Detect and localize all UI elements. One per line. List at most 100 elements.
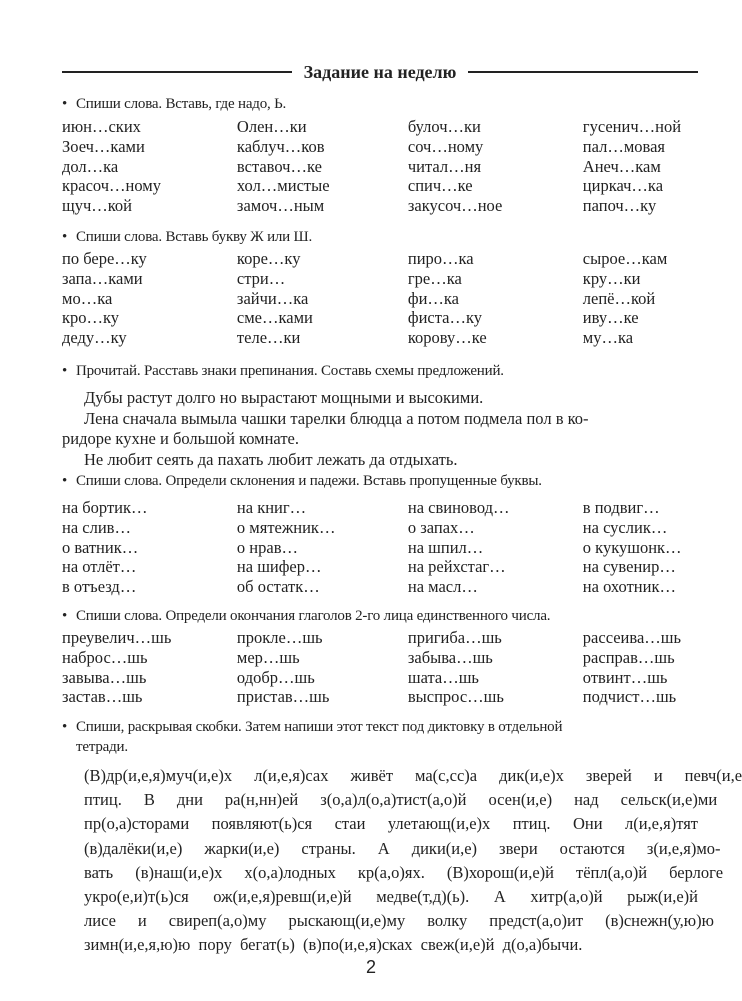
bullet-icon: •: [62, 473, 68, 489]
section-header: Задание на неделю: [62, 60, 698, 84]
word: закусоч…ное: [407, 196, 503, 216]
word: Анеч…кам: [582, 156, 661, 176]
word: подчист…шь: [582, 687, 677, 707]
word: на масл…: [407, 577, 478, 597]
task-1-instruction: • Спиши слова. Вставь, где надо, Ь.: [62, 94, 702, 114]
word: фи…ка: [407, 288, 459, 308]
word-row: застав…шь пристав…шь выспрос…шь подчист…шь: [62, 687, 712, 707]
word: дол…ка: [62, 156, 119, 176]
word: папоч…ку: [582, 196, 657, 216]
paragraph-continuation: ридоре кухне и большой комнате.: [62, 429, 299, 449]
instruction-text: Спиши слова. Определи окончания глаголов…: [76, 608, 551, 624]
word: пригиба…шь: [407, 628, 502, 647]
task-6-text: (В)др(и,е,я)муч(и,е)х л(и,е,я)сах живёт ма(…: [62, 764, 742, 958]
word-row: дол…ка вставоч…ке читал…ня Анеч…кам: [62, 157, 712, 177]
word: одобр…шь: [236, 667, 315, 687]
word: о нрав…: [236, 537, 298, 557]
bullet-icon: •: [62, 719, 68, 735]
word: в подвиг…: [582, 498, 660, 517]
header-rule-left: [62, 71, 292, 73]
word: пристав…шь: [236, 687, 330, 707]
task-6-instruction: • Спиши, раскрывая скобки. Затем напиши э…: [62, 717, 702, 757]
text-line: зимн(и,е,я,ю)ю пору бегат(ь) (в)по(и,е,я…: [84, 935, 583, 955]
word: на сувенир…: [582, 557, 676, 577]
header-rule-right: [468, 71, 698, 73]
word: мер…шь: [236, 647, 300, 667]
word: сырое…кам: [582, 249, 668, 268]
text-line: лисе и свиреп(а,о)му рыскающ(и,е)му волку пре…: [84, 911, 714, 931]
paragraph: Не любит сеять да пахать любит лежать да…: [84, 450, 458, 470]
word: на охотник…: [582, 577, 676, 597]
word: Зоеч…ками: [62, 136, 145, 156]
task-4-words: на бортик… на книг… на свиновод… в подвиг… н…: [62, 498, 712, 597]
word: преувелич…шь: [62, 628, 172, 647]
word: выспрос…шь: [407, 687, 504, 707]
word: на отлёт…: [62, 557, 137, 577]
page-title: Задание на неделю: [303, 61, 457, 82]
word-row: кро…ку сме…ками фиста…ку иву…ке: [62, 308, 712, 328]
word: о ватник…: [62, 537, 139, 557]
word: соч…ному: [407, 136, 484, 156]
word: пал…мовая: [582, 136, 666, 156]
word: замоч…ным: [236, 196, 325, 216]
word: иву…ке: [582, 308, 639, 328]
word-row: щуч…кой замоч…ным закусоч…ное папоч…ку: [62, 196, 712, 216]
bullet-icon: •: [62, 229, 68, 245]
word: сме…ками: [236, 308, 313, 328]
word: наброс…шь: [62, 647, 148, 667]
word: булоч…ки: [407, 117, 481, 136]
word-row: мо…ка зайчи…ка фи…ка лепё…кой: [62, 289, 712, 309]
text-line: (В)др(и,е,я)муч(и,е)х л(и,е,я)сах живёт ма(…: [84, 766, 742, 785]
word: по бере…ку: [62, 249, 147, 268]
instruction-text: Спиши слова. Определи склонения и падежи…: [76, 473, 542, 489]
word: коре…ку: [236, 249, 301, 268]
word: застав…шь: [62, 687, 143, 707]
word: шата…шь: [407, 667, 479, 687]
text-line: укро(е,и)т(ь)ся ож(и,е,я)ревш(и,е)й медве(…: [84, 886, 698, 906]
word: каблуч…ков: [236, 136, 325, 156]
task-5-instruction: • Спиши слова. Определи окончания глаголо…: [62, 606, 702, 626]
bullet-icon: •: [62, 608, 68, 624]
text-line: вать (в)наш(и,е)х х(о,а)лодных кр(а,о)ях. (В…: [84, 862, 724, 882]
word: о мятежник…: [236, 517, 336, 537]
word: фиста…ку: [407, 308, 482, 328]
word: прокле…шь: [236, 628, 323, 647]
word: хол…мистые: [236, 176, 330, 196]
word: завыва…шь: [62, 667, 147, 687]
word-row: на отлёт… на шифер… на рейхстаг… на сувенир…: [62, 557, 712, 577]
word: на шпил…: [407, 537, 484, 557]
word: спич…ке: [407, 176, 473, 196]
instruction-text: тетради.: [76, 739, 128, 755]
word-row: преувелич…шь прокле…шь пригиба…шь рассеива……: [62, 628, 712, 648]
instruction-text: Прочитай. Расставь знаки препинания. Сос…: [76, 363, 504, 379]
word: Олен…ки: [236, 117, 307, 136]
word: на книг…: [236, 498, 307, 517]
word: вставоч…ке: [236, 156, 322, 176]
word-row: деду…ку теле…ки корову…ке му…ка: [62, 328, 712, 348]
word: пиро…ка: [407, 249, 474, 268]
word: расправ…шь: [582, 647, 675, 667]
word: стри…: [236, 268, 286, 288]
word: на рейхстаг…: [407, 557, 506, 577]
word-row: на слив… о мятежник… о запах… на суслик…: [62, 518, 712, 538]
word: на шифер…: [236, 557, 322, 577]
word: об остатк…: [236, 577, 320, 597]
word: гусенич…ной: [582, 117, 682, 136]
task-3-instruction: • Прочитай. Расставь знаки препинания. Со…: [62, 361, 702, 381]
task-1-words: июн…ских Олен…ки булоч…ки гусенич…ной Зоеч…к…: [62, 117, 712, 216]
word-row: наброс…шь мер…шь забыва…шь расправ…шь: [62, 648, 712, 668]
word: о кукушонк…: [582, 537, 682, 557]
word-row: запа…ками стри… гре…ка кру…ки: [62, 269, 712, 289]
word: на свиновод…: [407, 498, 510, 517]
word: на слив…: [62, 517, 131, 537]
instruction-text: Спиши, раскрывая скобки. Затем напиши эт…: [76, 719, 563, 735]
word-row: в отъезд… об остатк… на масл… на охотник…: [62, 577, 712, 597]
word: корову…ке: [407, 328, 487, 348]
word-row: Зоеч…ками каблуч…ков соч…ному пал…мовая: [62, 137, 712, 157]
word: теле…ки: [236, 328, 301, 348]
page-number: 2: [365, 957, 376, 977]
word: деду…ку: [62, 328, 127, 348]
word: читал…ня: [407, 156, 482, 176]
